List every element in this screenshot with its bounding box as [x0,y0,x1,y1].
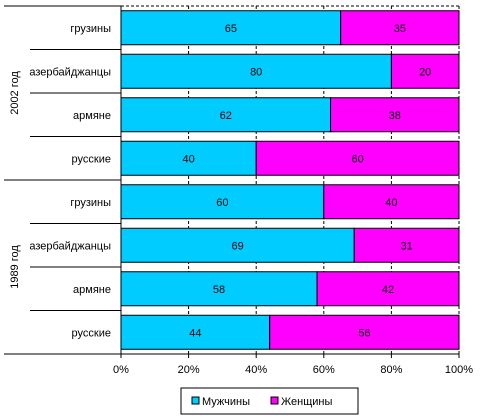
labels: 65 35 грузины 80 20 азербайджанцы 62 38 армяне 40… [9,23,473,376]
x-tick-label: 0% [113,364,129,376]
bar-value-label: 40 [385,197,397,209]
group-label: 1989 год [9,245,21,289]
bar-value-label: 20 [419,66,431,78]
legend: Мужчины Женщины [180,387,359,415]
axes [4,5,460,358]
bar-value-label: 58 [213,284,225,296]
bar-women [390,53,460,89]
bar-women [353,227,460,263]
legend-box [180,387,359,415]
category-label: азербайджанцы [29,66,111,78]
bar-value-label: 56 [358,327,370,339]
bar-men [120,184,325,220]
bar-value-label: 35 [394,23,406,35]
legend-label: Женщины [281,396,332,408]
bar-value-label: 40 [182,153,194,165]
group-label: 2002 год [9,71,21,115]
bar-value-label: 38 [389,110,401,122]
legend-label: Мужчины [202,396,250,408]
bar-women [255,140,460,176]
bar-men [120,271,318,307]
bar-men [120,227,355,263]
x-tick-label: 80% [380,364,402,376]
bar-women [269,314,460,350]
category-label: грузины [70,23,111,35]
category-label: грузины [70,197,111,209]
category-label: азербайджанцы [29,240,111,252]
bar-women [316,271,460,307]
bar-value-label: 65 [225,23,237,35]
legend-swatch [191,396,200,405]
bar-value-label: 42 [382,284,394,296]
category-label: армяне [73,284,111,296]
x-tick-label: 60% [313,364,335,376]
x-tick-label: 20% [178,364,200,376]
x-tick-label: 100% [445,364,473,376]
category-label: армяне [73,110,111,122]
category-label: русские [72,153,111,165]
bar-value-label: 44 [189,327,201,339]
bar-value-label: 80 [250,66,262,78]
bar-men [120,10,342,46]
bar-value-label: 60 [216,197,228,209]
legend-swatch [270,396,279,405]
bar-value-label: 31 [400,240,412,252]
bar-value-label: 62 [220,110,232,122]
bar-women [330,97,460,133]
category-label: русские [72,327,111,339]
bar-men [120,314,271,350]
bar-value-label: 69 [231,240,243,252]
x-tick-label: 40% [245,364,267,376]
bar-value-label: 60 [351,153,363,165]
bars [120,10,460,350]
bar-women [323,184,460,220]
